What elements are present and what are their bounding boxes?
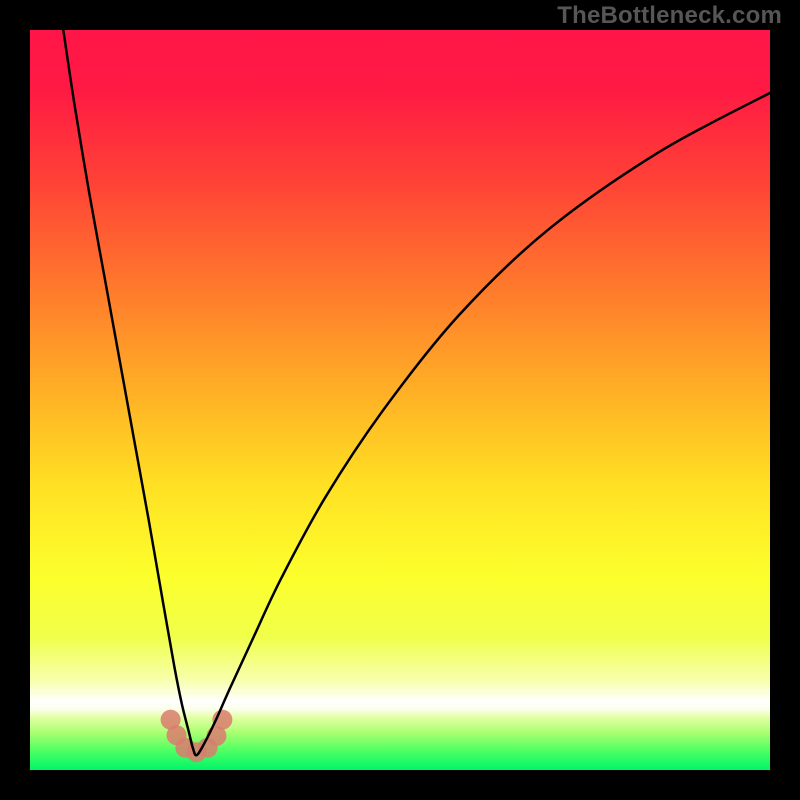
watermark-text: TheBottleneck.com bbox=[557, 2, 782, 30]
chart-svg bbox=[0, 0, 800, 800]
chart-container: TheBottleneck.com bbox=[0, 0, 800, 800]
plot-gradient bbox=[30, 30, 770, 770]
